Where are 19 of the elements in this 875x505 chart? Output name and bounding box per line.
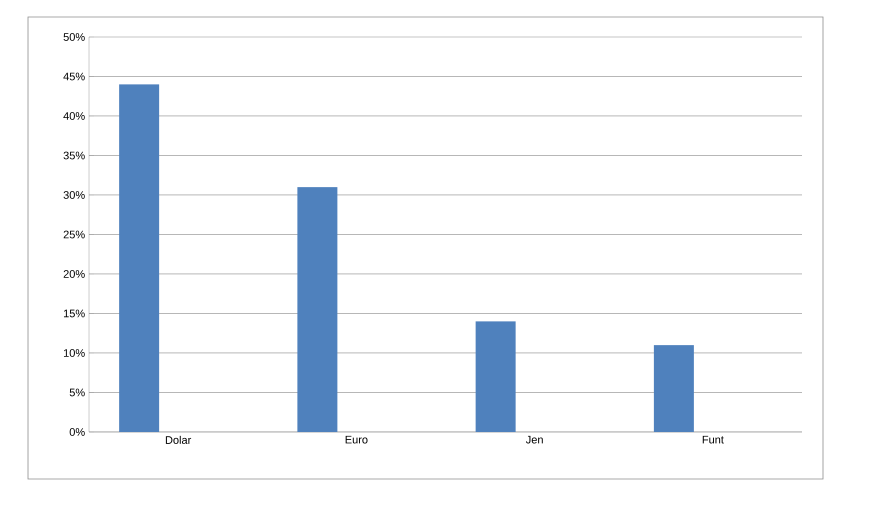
bar [476,321,516,432]
y-tick-label: 10% [64,349,85,357]
x-tick-label: Euro [346,436,368,444]
y-tick-label: 40% [63,112,85,120]
bar [119,84,160,432]
y-tick-label: 50% [64,33,85,41]
x-tick-label: Funt [702,436,724,444]
y-tick-label: 30% [64,191,85,199]
bar [297,187,338,432]
y-tick-label: 15% [64,310,85,318]
bar [654,345,694,432]
x-tick-label: Jen [526,436,543,444]
y-tick-label: 25% [64,230,85,238]
y-tick-label: 45% [63,72,85,80]
y-tick-label: 20% [64,270,85,278]
y-tick-label: 0% [70,428,85,436]
y-tick-label: 5% [70,388,85,396]
y-tick-label: 35% [64,152,85,160]
x-tick-label: Dolar [166,436,192,444]
